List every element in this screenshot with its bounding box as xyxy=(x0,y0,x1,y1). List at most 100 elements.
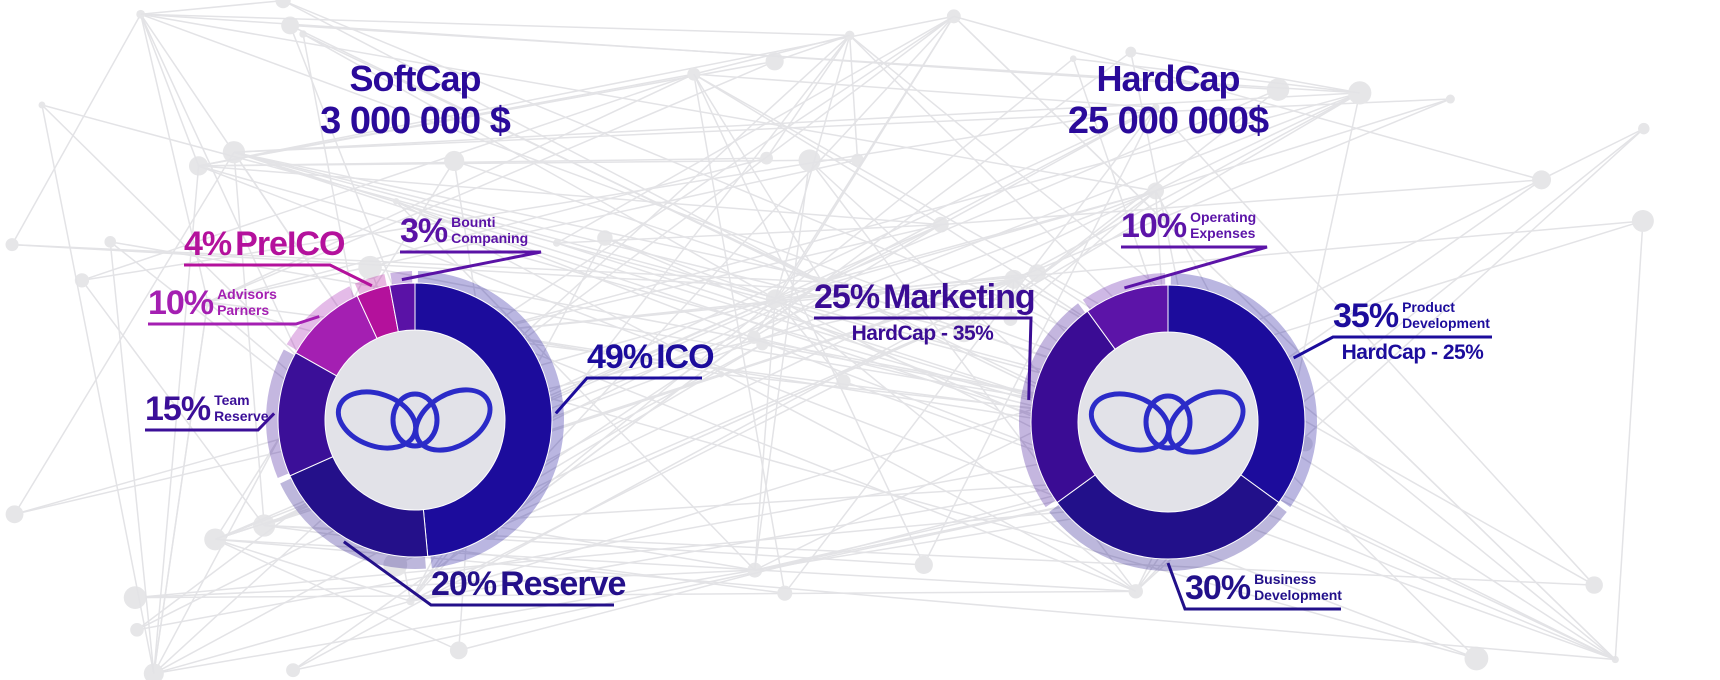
network-line xyxy=(81,73,695,282)
network-line xyxy=(233,151,1011,320)
leader-line xyxy=(184,263,373,288)
subtitle-text: 25 000 000$ xyxy=(1067,100,1269,142)
value-label: 15% xyxy=(145,390,211,428)
network-node xyxy=(392,198,400,205)
network-line xyxy=(963,278,1015,332)
category-label: Advisors Parners xyxy=(217,286,277,318)
network-line xyxy=(821,106,1157,283)
category-label: Bounti Companing xyxy=(451,214,529,246)
network-line xyxy=(480,15,955,333)
slice xyxy=(1167,284,1306,504)
network-line xyxy=(41,104,155,674)
network-line xyxy=(136,439,1172,631)
network-line xyxy=(753,224,942,338)
network-line xyxy=(693,73,1156,109)
slice-note: HardCap - 25% xyxy=(1341,341,1484,364)
category-label: Reserve xyxy=(500,565,626,603)
leader-line xyxy=(148,315,320,326)
category-label: Business Development xyxy=(1254,571,1342,603)
leader-line xyxy=(814,316,1033,400)
value-label: 30% xyxy=(1185,569,1251,607)
leader-line xyxy=(400,250,542,282)
network-node xyxy=(914,555,933,574)
network-line xyxy=(774,298,1137,592)
slice-label: 20% Reserve xyxy=(431,561,626,603)
network-line xyxy=(953,15,1542,181)
network-line xyxy=(135,590,1136,599)
logo-ring xyxy=(1143,393,1193,451)
slice xyxy=(388,282,416,333)
value-label: 49% xyxy=(587,338,653,376)
leader-line xyxy=(1121,245,1268,290)
network-node xyxy=(687,67,701,81)
slice-halo xyxy=(1049,502,1287,571)
network-line xyxy=(1007,190,1157,301)
network-line xyxy=(282,0,1008,301)
category-label: Team Reserve xyxy=(214,392,269,424)
slice-note: HardCap - 35% xyxy=(851,322,994,345)
network-node xyxy=(383,552,408,577)
network-line xyxy=(282,0,823,283)
network-node xyxy=(798,149,821,172)
network-node xyxy=(275,0,291,9)
slice-label: 30% Business Development xyxy=(1185,565,1342,605)
slice-label: 25% Marketing xyxy=(814,274,1036,314)
network-line xyxy=(765,34,851,159)
network-line xyxy=(488,51,1132,532)
network-line xyxy=(81,279,265,526)
network-line xyxy=(207,60,775,303)
network-line xyxy=(140,0,284,16)
network-line xyxy=(774,35,851,299)
network-line xyxy=(693,73,925,566)
network-node xyxy=(1532,170,1552,190)
network-line xyxy=(480,92,1360,333)
network-line xyxy=(292,530,490,671)
network-line xyxy=(11,13,142,246)
network-line xyxy=(953,15,1616,661)
network-line xyxy=(214,538,460,652)
network-line xyxy=(14,190,1156,515)
network-line xyxy=(13,151,235,515)
network-line xyxy=(153,165,200,674)
network-line xyxy=(233,152,265,526)
network-line xyxy=(1007,92,1361,301)
network-line xyxy=(153,600,411,675)
network-line xyxy=(214,538,411,602)
category-label: Operating Expenses xyxy=(1190,209,1257,241)
network-line xyxy=(480,223,942,333)
chart-title: HardCap 25 000 000$ xyxy=(968,58,1368,143)
network-line xyxy=(233,92,1360,153)
chart-title: SoftCap 3 000 000 $ xyxy=(215,58,615,143)
network-line xyxy=(784,106,1157,594)
network-node xyxy=(444,150,465,172)
leader-line xyxy=(1292,335,1492,360)
network-line xyxy=(488,58,1074,532)
network-node xyxy=(286,663,301,678)
network-line xyxy=(215,538,1616,661)
network-line xyxy=(140,13,850,37)
title-text: HardCap xyxy=(1096,58,1240,99)
network-node xyxy=(281,16,300,35)
slice-label: 35% Product Development xyxy=(1333,293,1490,333)
network-line xyxy=(693,34,850,75)
network-line xyxy=(233,98,1451,153)
network-line xyxy=(923,107,1157,566)
network-node xyxy=(5,505,24,524)
network-node xyxy=(1638,122,1650,135)
slice xyxy=(1086,284,1169,350)
slice-label: 10% Advisors Parners xyxy=(148,280,277,320)
network-node xyxy=(1631,209,1654,232)
title-text: SoftCap xyxy=(349,58,482,99)
network-line xyxy=(233,151,1172,441)
category-label: Product Development xyxy=(1402,299,1490,331)
slice-label: 10% Operating Expenses xyxy=(1121,203,1256,243)
subtitle-text: 3 000 000 $ xyxy=(320,100,511,142)
slice-label: 4% PreICO xyxy=(184,221,345,261)
category-label: ICO xyxy=(656,338,714,376)
value-label: 10% xyxy=(1121,207,1187,245)
slice xyxy=(1030,310,1116,504)
network-line xyxy=(1013,98,1451,281)
network-node xyxy=(130,623,144,637)
network-line xyxy=(139,14,209,303)
